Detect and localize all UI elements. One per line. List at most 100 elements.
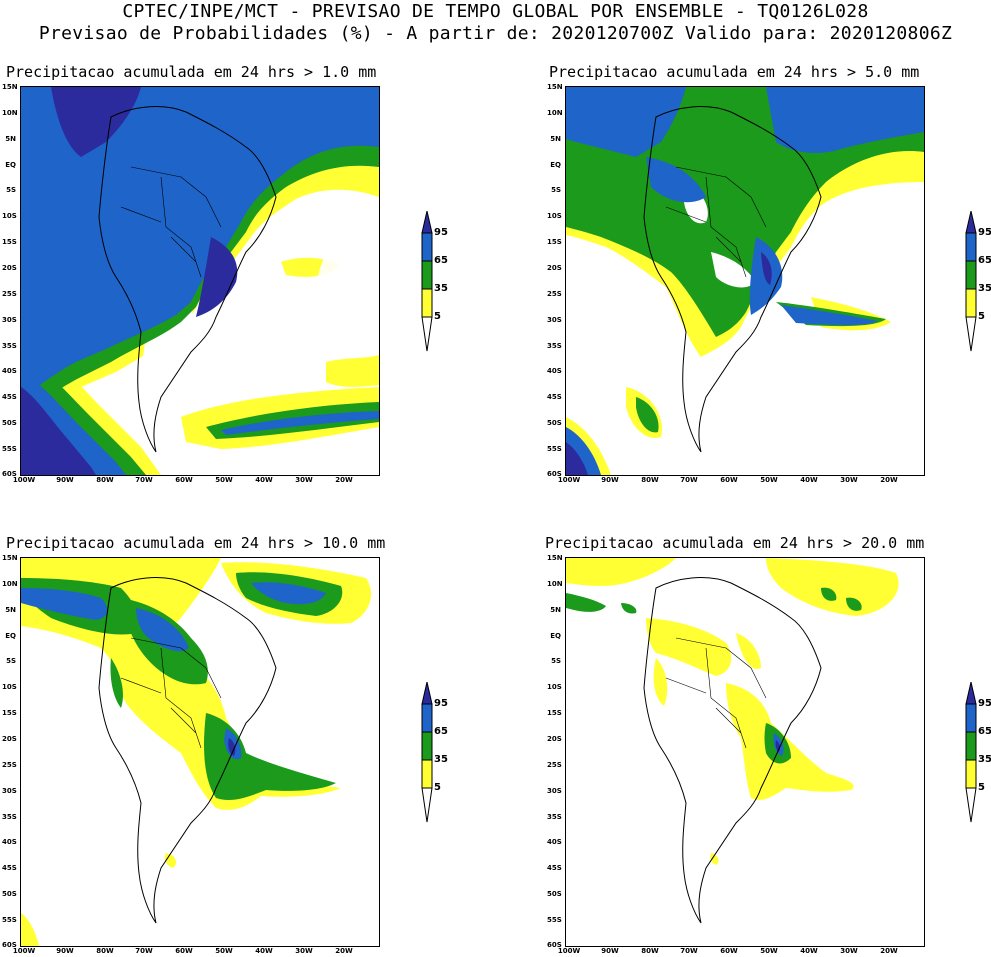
colorbar-label: 35 (978, 283, 991, 294)
colorbar-label: 35 (978, 754, 991, 765)
colorbar-graphic (965, 681, 977, 823)
lat-label: 25S (547, 761, 562, 769)
panel-4-title: Precipitacao acumulada em 24 hrs > 20.0 … (545, 534, 925, 552)
lon-label: 80W (641, 947, 659, 955)
lat-label: 45S (2, 864, 17, 872)
lon-label: 90W (56, 476, 74, 484)
lat-label: 5S (6, 657, 16, 665)
lon-label: 100W (557, 947, 581, 955)
lat-label: 50S (2, 419, 17, 427)
colorbar-graphic (421, 681, 433, 823)
colorbar-label: 5 (978, 782, 985, 793)
colorbar-graphic (421, 210, 433, 352)
lat-label: 10N (2, 109, 18, 117)
lat-label: 60S (2, 470, 17, 478)
lat-label: 60S (547, 470, 562, 478)
map-area (565, 557, 925, 947)
lat-label: 55S (547, 445, 562, 453)
lat-label: 45S (547, 864, 562, 872)
colorbar-graphic (965, 210, 977, 352)
colorbar-label: 5 (434, 311, 441, 322)
lat-label: 45S (547, 393, 562, 401)
lat-label: 40S (547, 838, 562, 846)
colorbar-label: 95 (434, 227, 448, 238)
lat-label: 60S (547, 941, 562, 949)
lat-label: 15S (547, 709, 562, 717)
lat-label: 25S (2, 761, 17, 769)
lat-label: EQ (5, 161, 16, 169)
lat-label: 30S (547, 316, 562, 324)
lon-label: 70W (680, 947, 698, 955)
colorbar-1: 95 65 35 5 (419, 210, 448, 357)
lon-label: 60W (720, 476, 738, 484)
lat-label: 10S (2, 212, 17, 220)
lon-label: 60W (175, 476, 193, 484)
colorbar-label: 35 (434, 283, 448, 294)
lat-label: 30S (2, 316, 17, 324)
precip-probability-map (21, 558, 371, 946)
lon-label: 80W (96, 947, 114, 955)
colorbar-label: 95 (434, 698, 448, 709)
lon-label: 100W (557, 476, 581, 484)
colorbar-2: 95 65 35 5 (963, 210, 991, 357)
lon-label: 80W (96, 476, 114, 484)
colorbar-4: 95 65 35 5 (963, 681, 991, 828)
lat-label: 5S (551, 186, 561, 194)
lat-label: 50S (547, 890, 562, 898)
lat-label: 25S (2, 290, 17, 298)
lon-label: 20W (335, 947, 353, 955)
panel-2-title: Precipitacao acumulada em 24 hrs > 5.0 m… (549, 63, 920, 81)
lat-label: 20S (547, 735, 562, 743)
lon-label: 20W (880, 476, 898, 484)
lon-label: 80W (641, 476, 659, 484)
lat-label: 55S (2, 916, 17, 924)
lon-label: 30W (295, 476, 313, 484)
lon-label: 40W (800, 476, 818, 484)
lat-label: 5N (5, 135, 16, 143)
lat-label: 10N (547, 580, 563, 588)
lat-label: 15S (2, 238, 17, 246)
lat-label: 10N (547, 109, 563, 117)
lat-label: 55S (547, 916, 562, 924)
lon-label: 90W (601, 947, 619, 955)
lat-label: 30S (2, 787, 17, 795)
map-area (20, 86, 380, 476)
lon-label: 20W (880, 947, 898, 955)
map-area (20, 557, 380, 947)
lon-label: 50W (215, 947, 233, 955)
header-line-1: CPTEC/INPE/MCT - PREVISAO DE TEMPO GLOBA… (122, 1, 869, 22)
lat-label: 40S (547, 367, 562, 375)
lat-label: 45S (2, 393, 17, 401)
lat-label: 10S (547, 212, 562, 220)
lon-label: 40W (255, 476, 273, 484)
lon-label: 90W (56, 947, 74, 955)
lat-label: 5N (550, 606, 561, 614)
lat-label: 40S (2, 367, 17, 375)
lon-label: 70W (135, 476, 153, 484)
lat-label: 5N (5, 606, 16, 614)
lat-label: 50S (547, 419, 562, 427)
lat-label: 25S (547, 290, 562, 298)
lat-label: 15N (2, 554, 18, 562)
lat-label: EQ (550, 632, 561, 640)
lon-label: 30W (295, 947, 313, 955)
lon-label: 100W (12, 947, 36, 955)
colorbar-label: 65 (434, 726, 448, 737)
lon-label: 40W (255, 947, 273, 955)
lat-label: 10N (2, 580, 18, 588)
lat-label: 30S (547, 787, 562, 795)
lat-label: 20S (547, 264, 562, 272)
colorbar-label: 95 (978, 227, 991, 238)
colorbar-label: 5 (434, 782, 441, 793)
lat-label: 10S (2, 683, 17, 691)
lat-label: EQ (550, 161, 561, 169)
lon-label: 30W (840, 947, 858, 955)
lat-label: 15N (2, 83, 18, 91)
precip-probability-map (566, 87, 924, 475)
colorbar-label: 65 (978, 255, 991, 266)
lat-label: 50S (2, 890, 17, 898)
colorbar-label: 95 (978, 698, 991, 709)
lon-label: 60W (720, 947, 738, 955)
lon-label: 30W (840, 476, 858, 484)
colorbar-label: 65 (978, 726, 991, 737)
